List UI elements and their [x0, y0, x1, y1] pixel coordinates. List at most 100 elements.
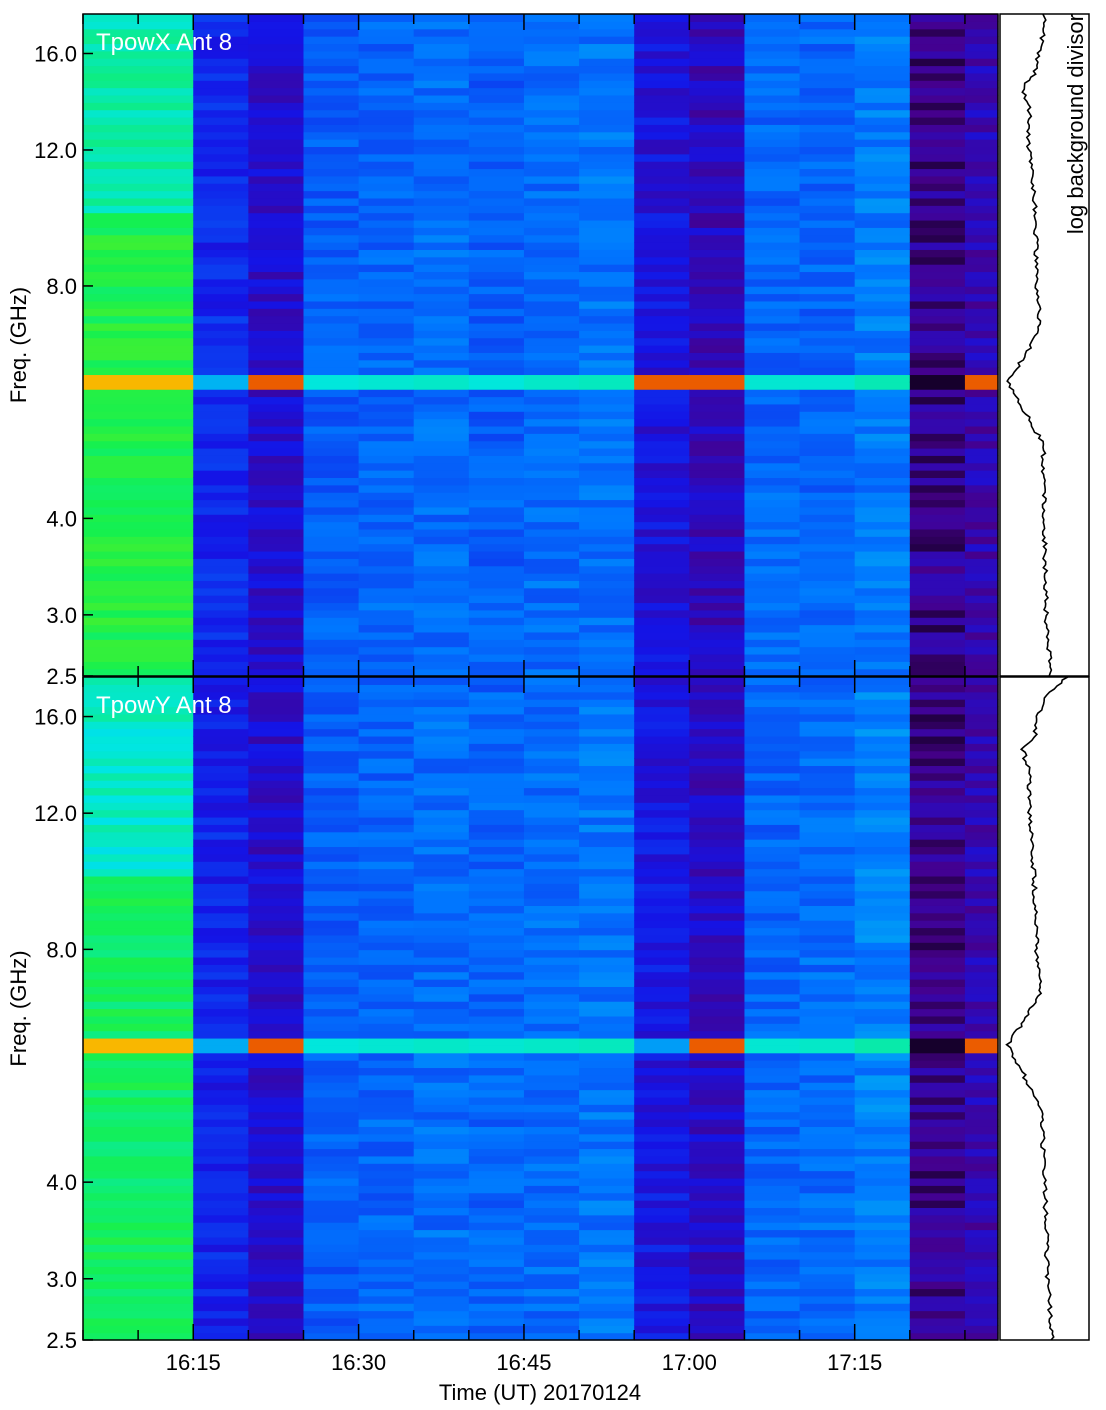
- heatmap-cell: [358, 1222, 415, 1231]
- heatmap-cell: [523, 986, 580, 995]
- heatmap-cell: [579, 403, 635, 412]
- heatmap-cell: [303, 28, 360, 37]
- heatmap-cell: [248, 146, 305, 155]
- heatmap-cell: [83, 809, 194, 818]
- heatmap-cell: [579, 352, 635, 361]
- heatmap-cell: [358, 447, 415, 456]
- heatmap-cell: [909, 861, 966, 870]
- heatmap-cell: [799, 934, 856, 943]
- heatmap-cell: [579, 116, 635, 125]
- heatmap-cell: [193, 109, 249, 118]
- heatmap-cell: [303, 381, 360, 390]
- background-divisor-line: [1005, 676, 1069, 1341]
- heatmap-cell: [193, 986, 249, 995]
- heatmap-cell: [83, 890, 194, 899]
- heatmap-cell: [303, 367, 360, 376]
- heatmap-cell: [413, 1037, 470, 1046]
- heatmap-cell: [303, 912, 360, 921]
- heatmap-cell: [909, 1015, 966, 1024]
- heatmap-cell: [468, 1126, 525, 1135]
- heatmap-cell: [193, 750, 249, 759]
- heatmap-cell: [964, 986, 999, 995]
- heatmap-cell: [193, 602, 249, 611]
- heatmap-cell: [854, 1015, 911, 1024]
- heatmap-cell: [358, 1325, 415, 1334]
- heatmap-cell: [689, 883, 746, 892]
- heatmap-cell: [468, 735, 525, 744]
- heatmap-cell: [358, 175, 415, 184]
- heatmap-cell: [799, 580, 856, 589]
- heatmap-cell: [799, 831, 856, 840]
- heatmap-cell: [468, 131, 525, 140]
- heatmap-cell: [579, 1082, 635, 1091]
- heatmap-cell: [523, 1155, 580, 1164]
- heatmap-cell: [248, 1236, 305, 1245]
- heatmap-cell: [358, 905, 415, 914]
- heatmap-cell: [854, 1126, 911, 1135]
- heatmap-cell: [689, 831, 746, 840]
- heatmap-cell: [468, 205, 525, 214]
- heatmap-cell: [83, 1236, 194, 1245]
- heatmap-cell: [358, 1111, 415, 1120]
- heatmap-cell: [854, 389, 911, 398]
- heatmap-cell: [83, 624, 194, 633]
- heatmap-cell: [634, 956, 690, 965]
- heatmap-cell: [854, 242, 911, 250]
- heatmap-cell: [854, 94, 911, 103]
- heatmap-cell: [193, 979, 249, 987]
- scan-column: [303, 14, 360, 677]
- heatmap-cell: [909, 1045, 966, 1054]
- heatmap-cell: [579, 1155, 635, 1164]
- heatmap-cell: [83, 1303, 194, 1312]
- heatmap-cell: [303, 1310, 360, 1319]
- heatmap-cell: [799, 728, 856, 737]
- heatmap-cell: [358, 839, 415, 848]
- y-tick-label: 12.0: [34, 801, 77, 826]
- heatmap-cell: [303, 212, 360, 221]
- heatmap-cell: [468, 1295, 525, 1304]
- heatmap-cell: [964, 661, 999, 670]
- heatmap-cell: [689, 1015, 746, 1024]
- scan-column: [303, 677, 360, 1341]
- heatmap-cell: [193, 1023, 249, 1032]
- heatmap-cell: [744, 971, 801, 980]
- heatmap-cell: [909, 1185, 966, 1194]
- heatmap-cell: [579, 809, 635, 818]
- heatmap-cell: [854, 337, 911, 346]
- heatmap-cell: [744, 183, 801, 192]
- heatmap-cell: [358, 1119, 415, 1127]
- heatmap-cell: [689, 219, 746, 228]
- heatmap-cell: [854, 934, 911, 943]
- heatmap-cell: [689, 1089, 746, 1098]
- heatmap-cell: [744, 131, 801, 140]
- heatmap-cell: [799, 1067, 856, 1076]
- heatmap-cell: [689, 506, 746, 515]
- heatmap-cell: [964, 1023, 999, 1032]
- heatmap-cell: [799, 942, 856, 951]
- heatmap-cell: [83, 506, 194, 515]
- heatmap-cell: [744, 595, 801, 604]
- heatmap-cell: [413, 721, 470, 730]
- heatmap-cell: [964, 624, 999, 633]
- heatmap-cell: [579, 912, 635, 921]
- heatmap-cell: [744, 234, 801, 243]
- heatmap-cell: [303, 1236, 360, 1245]
- heatmap-cell: [413, 1295, 470, 1304]
- heatmap-cell: [854, 1148, 911, 1157]
- heatmap-cell: [193, 116, 249, 125]
- heatmap-cell: [413, 418, 470, 427]
- heatmap-cell: [413, 109, 470, 118]
- heatmap-cell: [634, 1096, 690, 1105]
- heatmap-cell: [413, 367, 470, 376]
- heatmap-cell: [303, 558, 360, 567]
- heatmap-cell: [468, 1332, 525, 1341]
- heatmap-cell: [248, 271, 305, 280]
- heatmap-cell: [83, 1317, 194, 1326]
- heatmap-cell: [83, 839, 194, 848]
- heatmap-cell: [358, 721, 415, 730]
- heatmap-cell: [523, 227, 580, 236]
- heatmap-cell: [799, 750, 856, 759]
- heatmap-cell: [468, 286, 525, 295]
- heatmap-cell: [799, 861, 856, 870]
- heatmap-cell: [468, 706, 525, 715]
